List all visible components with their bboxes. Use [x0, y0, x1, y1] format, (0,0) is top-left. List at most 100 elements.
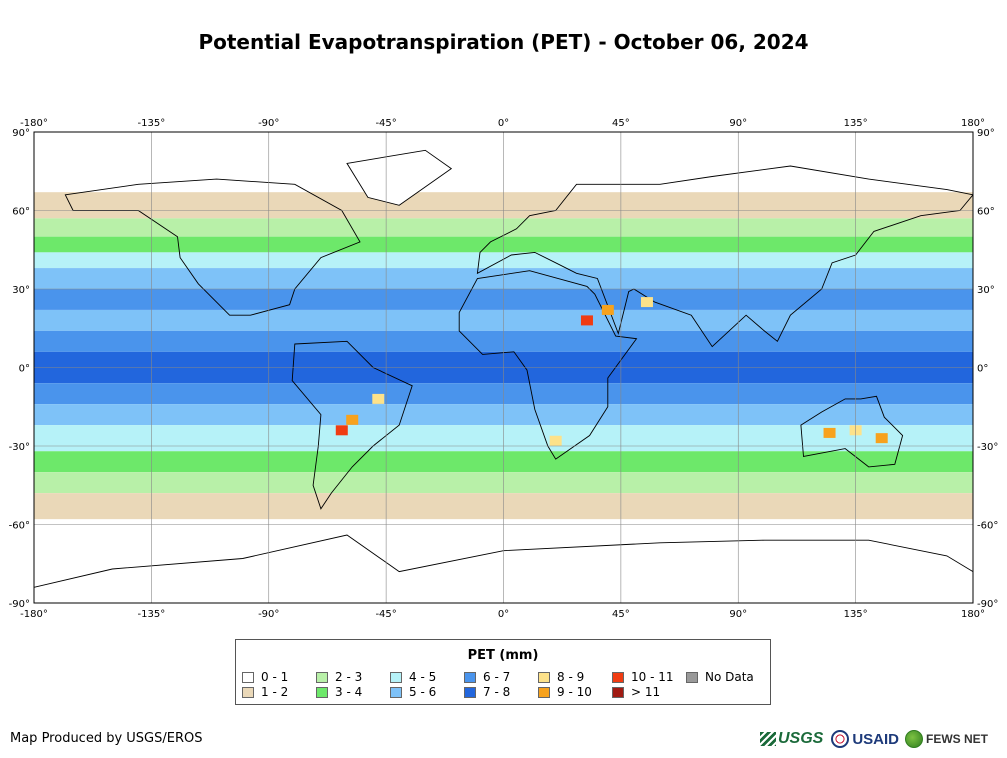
- legend-item: 1 - 2: [242, 685, 288, 699]
- legend-label: 9 - 10: [557, 685, 592, 699]
- legend-item: 10 - 11: [612, 670, 674, 684]
- lon-tick-label-top: 0°: [498, 118, 509, 129]
- map-frame: [33, 131, 974, 604]
- legend-label: 0 - 1: [261, 670, 289, 684]
- lat-tick-label-right: -60°: [977, 521, 998, 532]
- map-title: Potential Evapotranspiration (PET) - Oct…: [198, 30, 809, 54]
- hotspot-cell: [346, 414, 359, 425]
- lon-tick-label-bottom: -135°: [138, 609, 166, 620]
- logo-strip: USGS USAID FEWS NET: [760, 728, 1000, 750]
- legend-swatch: [390, 671, 402, 683]
- pet-map: -180° -180° -135° -135° -90° -90° -45° -45° 0° 0°…: [0, 110, 1007, 625]
- hotspot-cell: [549, 435, 562, 446]
- lon-tick-label-bottom: 180°: [961, 609, 985, 620]
- legend-item: 3 - 4: [316, 685, 362, 699]
- africa-outline: [458, 270, 638, 460]
- legend-swatch: [242, 686, 254, 698]
- lon-tick-label-top: 180°: [961, 118, 985, 129]
- lon-tick-label-bottom: 135°: [844, 609, 868, 620]
- legend-swatch: [612, 686, 624, 698]
- lat-tick-label-right: 0°: [977, 364, 988, 375]
- lon-tick-label-bottom: 45°: [612, 609, 630, 620]
- eurasia-outline: [476, 165, 973, 348]
- hotspot-cell: [875, 433, 888, 444]
- legend-swatch: [686, 671, 698, 683]
- legend-item: 0 - 1: [242, 670, 288, 684]
- legend-item: 4 - 5: [390, 670, 436, 684]
- legend-item: 7 - 8: [464, 685, 510, 699]
- lat-tick-label-right: 30°: [977, 285, 995, 296]
- fews-logo-text: FEWS NET: [926, 732, 989, 746]
- lon-tick-label-top: -135°: [138, 118, 166, 129]
- lat-tick-label-left: 90°: [12, 128, 30, 139]
- legend-label: 2 - 3: [335, 670, 363, 684]
- lon-tick-label-top: 135°: [844, 118, 868, 129]
- lat-tick-label-left: -60°: [9, 521, 30, 532]
- map-canvas: -180° -180° -135° -135° -90° -90° -45° -45° 0° 0°…: [9, 118, 999, 620]
- usgs-logo: USGS: [760, 730, 823, 748]
- legend-swatch: [612, 671, 624, 683]
- legend-item: 6 - 7: [464, 670, 510, 684]
- legend-label: 7 - 8: [483, 685, 511, 699]
- lon-tick-label-top: -90°: [258, 118, 279, 129]
- lat-tick-label-left: -90°: [9, 599, 30, 610]
- lon-tick-label-top: -45°: [375, 118, 396, 129]
- legend-item: 5 - 6: [390, 685, 436, 699]
- greenland-outline: [346, 149, 453, 206]
- legend-swatch: [242, 671, 254, 683]
- legend-item: No Data: [686, 670, 754, 684]
- lon-tick-label-top: -180°: [20, 118, 48, 129]
- south-america-outline: [291, 340, 413, 510]
- lon-tick-label-bottom: -45°: [375, 609, 396, 620]
- legend-swatch: [538, 671, 550, 683]
- credit-text: Map Produced by USGS/EROS: [10, 731, 203, 746]
- legend-label: > 11: [631, 685, 661, 699]
- fews-net-logo: FEWS NET: [905, 730, 988, 748]
- legend-label: 3 - 4: [335, 685, 363, 699]
- fews-globe-icon: [905, 730, 924, 748]
- usaid-seal-icon: [831, 730, 850, 748]
- hotspot-cell: [580, 315, 593, 326]
- lat-tick-label-left: -30°: [9, 442, 30, 453]
- legend-label: 8 - 9: [557, 670, 585, 684]
- legend-title: PET (mm): [467, 648, 539, 663]
- legend-swatch: [316, 671, 328, 683]
- legend-swatch: [316, 686, 328, 698]
- legend-label: 1 - 2: [261, 685, 289, 699]
- lat-tick-label-left: 30°: [12, 285, 30, 296]
- lat-tick-label-right: 90°: [977, 128, 995, 139]
- australia-outline: [800, 395, 904, 468]
- axis-labels: -180° -180° -135° -135° -90° -90° -45° -45° 0° 0°…: [9, 118, 999, 620]
- legend-item: 8 - 9: [538, 670, 584, 684]
- lat-tick-label-right: -90°: [977, 599, 998, 610]
- lon-tick-label-top: 90°: [729, 118, 747, 129]
- legend-label: 6 - 7: [483, 670, 511, 684]
- legend-swatch: [538, 686, 550, 698]
- usgs-wave-icon: [760, 732, 776, 746]
- legend-item: > 11: [612, 685, 660, 699]
- legend-swatch: [464, 686, 476, 698]
- graticule: [34, 132, 973, 603]
- legend-item: 9 - 10: [538, 685, 592, 699]
- lon-tick-label-top: 45°: [612, 118, 630, 129]
- hotspot-cell: [823, 427, 836, 438]
- hotspot-cell: [640, 297, 653, 308]
- lat-tick-label-left: 60°: [12, 207, 30, 218]
- legend-item: 2 - 3: [316, 670, 362, 684]
- lon-tick-label-bottom: -180°: [20, 609, 48, 620]
- lat-tick-label-right: 60°: [977, 207, 995, 218]
- lat-tick-label-left: 0°: [19, 364, 30, 375]
- legend-label: 10 - 11: [631, 670, 674, 684]
- hotspot-cell: [601, 304, 614, 315]
- usaid-logo: USAID: [831, 730, 899, 748]
- legend-swatch: [464, 671, 476, 683]
- legend-label: No Data: [705, 670, 754, 684]
- usgs-logo-text: USGS: [778, 730, 824, 747]
- lat-tick-label-right: -30°: [977, 442, 998, 453]
- legend-label: 5 - 6: [409, 685, 437, 699]
- legend-label: 4 - 5: [409, 670, 437, 684]
- hotspot-cell: [335, 425, 348, 436]
- lon-tick-label-bottom: -90°: [258, 609, 279, 620]
- lon-tick-label-bottom: 0°: [498, 609, 509, 620]
